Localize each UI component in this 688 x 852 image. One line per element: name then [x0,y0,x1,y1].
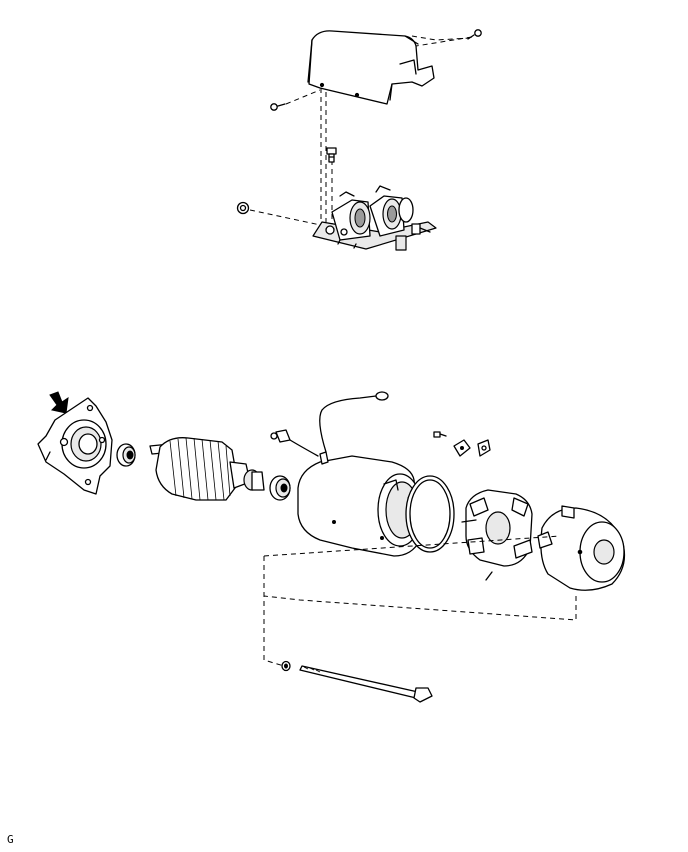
drive-end-frame [37,397,113,495]
brush-lead-terminal [453,439,471,457]
through-bolt [299,665,433,703]
through-bolt-washer [281,660,291,672]
solenoid-cover [307,30,435,105]
mounting-bolt [326,147,337,163]
figure-caption: G [7,833,14,846]
rear-bearing [269,475,291,501]
small-screw [433,431,447,438]
field-frame-yoke [297,451,423,557]
field-lead-wires [270,391,389,457]
armature [149,437,265,501]
upper-guide-lines [249,35,473,236]
terminal-nut [477,439,491,457]
end-cover [537,505,626,591]
direction-arrow [49,391,69,414]
brush-holder [461,489,533,581]
nut [236,201,250,215]
relay-assembly [312,185,437,251]
lower-guide-lines [263,535,577,667]
cover-screw-left [270,103,286,111]
front-bearing [116,443,136,467]
o-ring [405,475,455,553]
